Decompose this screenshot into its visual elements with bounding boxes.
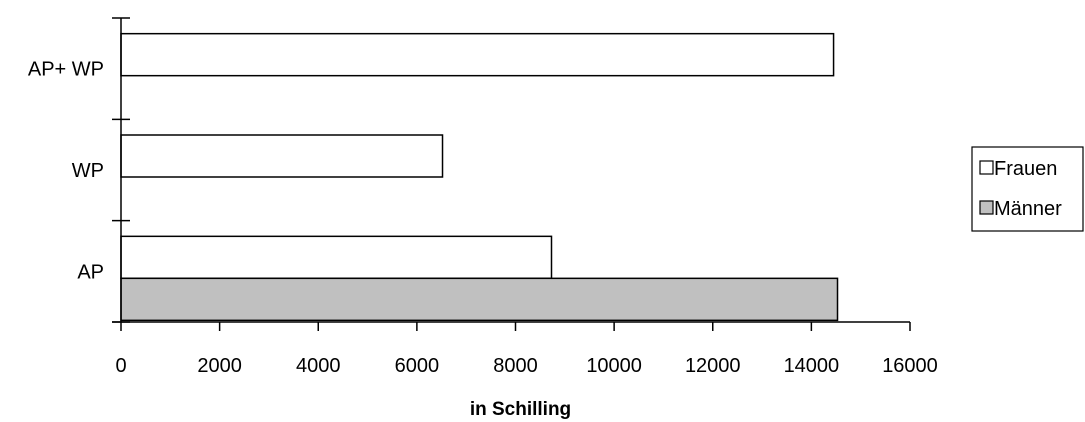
x-tick-label: 16000 <box>882 355 938 377</box>
category-labels-group: AP+ WP WP AP <box>28 59 104 284</box>
bar-frauen-2 <box>120 134 444 178</box>
legend: Frauen Männer <box>971 146 1084 232</box>
x-tick-label: 4000 <box>296 355 341 377</box>
category-label: WP <box>72 160 104 182</box>
x-axis-title: in Schilling <box>470 399 571 420</box>
x-tick-label: 12000 <box>685 355 741 377</box>
x-tick-label: 8000 <box>493 355 538 377</box>
bar-frauen-1 <box>120 32 835 77</box>
x-tick-label: 14000 <box>784 355 840 377</box>
x-tick-label: 0 <box>115 355 126 377</box>
legend-swatch-männer <box>979 200 994 215</box>
legend-swatch-frauen <box>979 160 994 175</box>
legend-label-frauen: Frauen <box>994 158 1057 180</box>
category-label: AP+ WP <box>28 59 104 81</box>
category-label: AP <box>77 261 104 283</box>
x-tick-label: 10000 <box>586 355 642 377</box>
bars-group <box>120 32 839 322</box>
legend-label-männer: Männer <box>994 198 1062 220</box>
bar-männer-3 <box>120 277 839 322</box>
axes-group <box>112 18 910 323</box>
x-tick-label: 2000 <box>197 355 242 377</box>
x-tick-label: 6000 <box>395 355 440 377</box>
x-ticks-group: 0 2000 4000 6000 8000 10000 12000 14000 16000 <box>115 322 938 377</box>
bar-frauen-3 <box>120 235 553 280</box>
y-ticks-group <box>112 17 130 323</box>
